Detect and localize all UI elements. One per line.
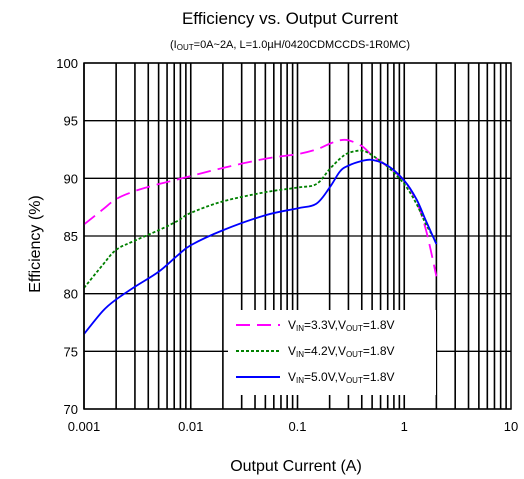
y-tick-label: 95 [64,114,78,129]
tick-labels: 0.001 0.01 0.1 1 10 70 75 80 85 90 95 100 [56,56,518,434]
series-line-1 [83,138,438,277]
x-tick-label: 0.01 [178,419,203,434]
legend-label-3: VIN=5.0V,VOUT=1.8V [288,370,395,385]
y-tick-label: 90 [64,171,78,186]
legend-label-1: VIN=3.3V,VOUT=1.8V [288,318,395,333]
x-tick-label: 10 [504,419,518,434]
y-axis-title: Efficiency (%) [27,195,44,293]
series-layer [83,138,438,335]
y-tick-label: 70 [64,402,78,417]
x-tick-label: 0.001 [68,419,101,434]
legend: VIN=3.3V,VOUT=1.8V VIN=4.2V,VOUT=1.8V VIN=… [228,310,436,395]
chart-title: Efficiency vs. Output Current [182,9,398,28]
series-line-3 [83,158,438,335]
legend-label-2: VIN=4.2V,VOUT=1.8V [288,344,395,359]
series-line-2 [83,149,438,289]
y-tick-label: 80 [64,287,78,302]
x-axis-title: Output Current (A) [230,458,362,475]
plot-frame [83,62,512,410]
y-tick-label: 75 [64,344,78,359]
x-tick-label: 1 [401,419,408,434]
chart-subtitle: (IOUT=0A~2A, L=1.0µH/0420CDMCCDS-1R0MC) [170,39,410,52]
y-tick-label: 85 [64,229,78,244]
x-tick-label: 0.1 [288,419,306,434]
y-tick-label: 100 [56,56,78,71]
